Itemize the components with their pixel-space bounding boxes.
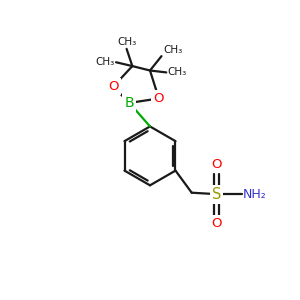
Text: CH₃: CH₃: [163, 45, 182, 55]
Text: O: O: [108, 80, 119, 93]
Text: O: O: [212, 217, 222, 230]
Text: CH₃: CH₃: [168, 68, 187, 77]
Text: NH₂: NH₂: [243, 188, 267, 201]
Text: S: S: [212, 187, 221, 202]
Text: O: O: [154, 92, 164, 105]
Text: CH₃: CH₃: [95, 57, 115, 67]
Text: CH₃: CH₃: [117, 38, 136, 47]
Text: B: B: [124, 96, 134, 110]
Text: O: O: [212, 158, 222, 171]
